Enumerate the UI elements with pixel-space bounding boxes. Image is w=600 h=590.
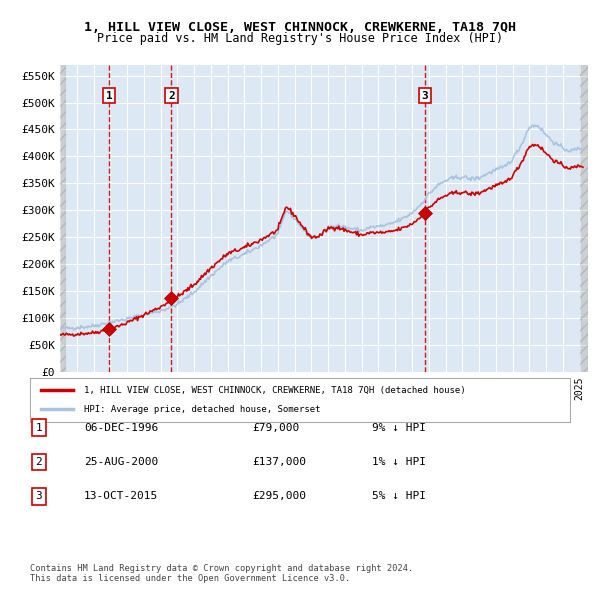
Bar <box>580 65 588 372</box>
Text: 1: 1 <box>35 423 43 432</box>
Text: 3: 3 <box>35 491 43 501</box>
Text: 1, HILL VIEW CLOSE, WEST CHINNOCK, CREWKERNE, TA18 7QH: 1, HILL VIEW CLOSE, WEST CHINNOCK, CREWK… <box>84 21 516 34</box>
Text: 1% ↓ HPI: 1% ↓ HPI <box>372 457 426 467</box>
Text: £295,000: £295,000 <box>252 491 306 501</box>
Text: 13-OCT-2015: 13-OCT-2015 <box>84 491 158 501</box>
Text: HPI: Average price, detached house, Somerset: HPI: Average price, detached house, Some… <box>84 405 320 414</box>
Text: £137,000: £137,000 <box>252 457 306 467</box>
Text: 3: 3 <box>422 91 428 100</box>
Text: 25-AUG-2000: 25-AUG-2000 <box>84 457 158 467</box>
Bar <box>60 65 66 372</box>
Text: £79,000: £79,000 <box>252 423 299 432</box>
Text: 2: 2 <box>168 91 175 100</box>
Text: 06-DEC-1996: 06-DEC-1996 <box>84 423 158 432</box>
Text: Contains HM Land Registry data © Crown copyright and database right 2024.
This d: Contains HM Land Registry data © Crown c… <box>30 563 413 583</box>
Text: 1, HILL VIEW CLOSE, WEST CHINNOCK, CREWKERNE, TA18 7QH (detached house): 1, HILL VIEW CLOSE, WEST CHINNOCK, CREWK… <box>84 385 466 395</box>
Text: Price paid vs. HM Land Registry's House Price Index (HPI): Price paid vs. HM Land Registry's House … <box>97 32 503 45</box>
Bar <box>60 65 65 372</box>
Text: 9% ↓ HPI: 9% ↓ HPI <box>372 423 426 432</box>
Text: 1: 1 <box>106 91 112 100</box>
Text: 5% ↓ HPI: 5% ↓ HPI <box>372 491 426 501</box>
Text: 2: 2 <box>35 457 43 467</box>
Bar <box>580 65 588 372</box>
